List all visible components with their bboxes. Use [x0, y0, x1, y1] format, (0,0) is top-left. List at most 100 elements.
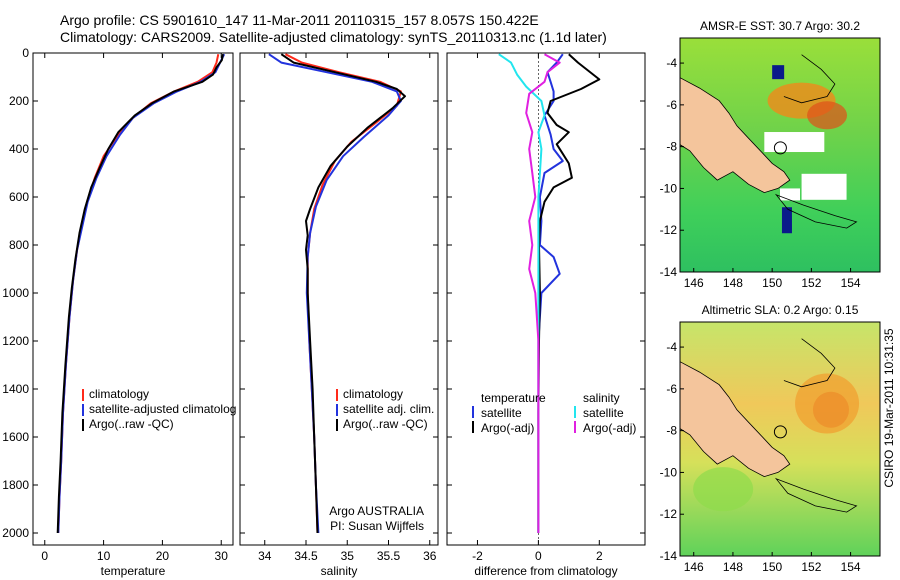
- sla_map-land-new-guinea: [679, 361, 791, 478]
- temperature-legend-label: satellite-adjusted climatolog: [89, 402, 236, 416]
- difference-xtick-label: 0: [535, 549, 542, 563]
- temperature-ytick-label: 1600: [2, 430, 29, 444]
- sla-low-patch: [693, 467, 754, 512]
- sla_map-xtick-label: 152: [801, 560, 821, 574]
- salinity-annotation: PI: Susan Wijffels: [330, 519, 424, 533]
- sla_map-panel: Altimetric SLA: 0.2 Argo: 0.15 146 148 150 1…: [660, 303, 881, 574]
- temperature-ytick-label: 2000: [2, 526, 29, 540]
- temperature-legend-label: Argo(..raw -QC): [89, 417, 174, 431]
- salinity-xtick-label: 35.5: [377, 549, 401, 563]
- sst_map-ytick-label: -6: [666, 98, 677, 112]
- difference-legend-label: Argo(-adj): [583, 421, 636, 435]
- sst_map-xtick-label: 148: [723, 276, 743, 290]
- sla_map-argo-marker: [773, 425, 787, 439]
- sst-hot-patch: [807, 101, 848, 130]
- figure-title-line1: Argo profile: CS 5901610_147 11-Mar-2011…: [60, 12, 539, 28]
- temperature-legend-label: climatology: [89, 387, 149, 401]
- salinity-legend-label: satellite adj. clim.: [343, 402, 434, 416]
- temperature-ytick-label: 800: [9, 238, 29, 252]
- sst_map-frame: [679, 37, 881, 273]
- salinity-xtick-label: 36: [423, 549, 437, 563]
- sst_map-ytick-label: -12: [660, 223, 678, 237]
- temperature-xtick-label: 30: [215, 549, 229, 563]
- temperature-panel: 0 10 20 30 0 200 400 600 800 1000 1200 1400 1600 1800…: [2, 46, 236, 578]
- salinity-xtick-label: 35: [341, 549, 355, 563]
- sst_map-xtick-label: 152: [801, 276, 821, 290]
- temperature-xlabel: temperature: [101, 564, 166, 578]
- sst_map-ytick-label: -8: [666, 140, 677, 154]
- sst_map-title: AMSR-E SST: 30.7 Argo: 30.2: [700, 19, 860, 33]
- difference-xtick-label: -2: [472, 549, 483, 563]
- figure-title-line2: Climatology: CARS2009. Satellite-adjuste…: [60, 29, 607, 45]
- salinity-legend-label: climatology: [343, 387, 403, 401]
- difference-plot-frame: [446, 52, 646, 546]
- sst_map-ytick-label: -10: [660, 181, 678, 195]
- difference-legend-label: Argo(-adj): [481, 421, 534, 435]
- difference-xtick-label: 2: [596, 549, 603, 563]
- salinity-xlabel: salinity: [321, 564, 358, 578]
- salinity-annotation: Argo AUSTRALIA: [329, 504, 424, 518]
- charts-area: 0 10 20 30020040060080010001200140016001800…: [2, 19, 881, 578]
- sst-cold-cell: [772, 65, 785, 80]
- sst_map-xtick-label: 154: [841, 276, 861, 290]
- salinity-panel: 34 34.5 35 35.5 36 salinity climatologysatelli…: [239, 52, 439, 578]
- temperature-ytick-label: 1400: [2, 382, 29, 396]
- sla_map-xtick-label: 148: [723, 560, 743, 574]
- salinity-legend-label: Argo(..raw -QC): [343, 417, 428, 431]
- sst-missing-data: [764, 132, 825, 153]
- temperature-plot-frame: [32, 52, 234, 546]
- temperature-ytick-label: 1800: [2, 478, 29, 492]
- sst_map-xtick-label: 150: [762, 276, 782, 290]
- temperature-ytick-label: 0: [22, 46, 29, 60]
- temperature-ytick-label: 400: [9, 142, 29, 156]
- sla_map-ytick-label: -14: [660, 549, 678, 563]
- sla_map-frame: [679, 321, 881, 557]
- sla_map-coast-islands: [774, 477, 858, 513]
- temperature-xtick-label: 20: [156, 549, 170, 563]
- difference-legend-temperature-header: temperature: [481, 391, 546, 405]
- sla_map-title: Altimetric SLA: 0.2 Argo: 0.15: [702, 303, 859, 317]
- sla_map-xtick-label: 154: [841, 560, 861, 574]
- sla_map-xtick-label: 150: [762, 560, 782, 574]
- temperature-ytick-label: 1200: [2, 334, 29, 348]
- sst-cold-cell: [781, 207, 792, 234]
- sst_map-land-new-guinea: [679, 77, 791, 194]
- sst_map-coast-islands: [774, 193, 858, 229]
- sst_map-panel: AMSR-E SST: 30.7 Argo: 30.2 146 148 150 152 1…: [660, 19, 881, 290]
- sst-missing-data: [780, 188, 800, 201]
- temperature-ytick-label: 1000: [2, 286, 29, 300]
- sst_map-ytick-label: -14: [660, 265, 678, 279]
- salinity-xtick-label: 34: [258, 549, 272, 563]
- difference-legend-label: satellite: [481, 406, 522, 420]
- sla_map-ytick-label: -8: [666, 424, 677, 438]
- difference-series-0: [537, 53, 564, 533]
- difference-legend-label: satellite: [583, 406, 624, 420]
- salinity-series-2: [280, 53, 406, 534]
- sla_map-xtick-label: 146: [684, 560, 704, 574]
- sst_map-coast-new-britain: [783, 54, 836, 104]
- temperature-ytick-label: 200: [9, 94, 29, 108]
- sla_map-ytick-label: -4: [666, 340, 677, 354]
- sla_map-coast-new-britain: [783, 338, 836, 388]
- salinity-plot-frame: [239, 52, 439, 546]
- temperature-ytick-label: 600: [9, 190, 29, 204]
- sla_map-ytick-label: -10: [660, 465, 678, 479]
- sst-missing-data: [801, 173, 847, 200]
- sst_map-ytick-label: -4: [666, 56, 677, 70]
- sla_map-ytick-label: -12: [660, 507, 678, 521]
- difference-legend-salinity-header: salinity: [583, 391, 620, 405]
- difference-series-3: [525, 53, 561, 533]
- temperature-xtick-label: 0: [41, 549, 48, 563]
- difference-series-1: [537, 53, 601, 533]
- salinity-xtick-label: 34.5: [294, 549, 318, 563]
- sla_map-ytick-label: -6: [666, 382, 677, 396]
- sst_map-argo-marker: [773, 141, 787, 155]
- credit-label: CSIRO 19-Mar-2011 10:31:35: [882, 328, 896, 488]
- difference-xlabel: difference from climatology: [474, 564, 617, 578]
- sla-peak-patch: [812, 391, 849, 428]
- temperature-series-2: [56, 54, 224, 534]
- sst_map-xtick-label: 146: [684, 276, 704, 290]
- temperature-xtick-label: 10: [97, 549, 111, 563]
